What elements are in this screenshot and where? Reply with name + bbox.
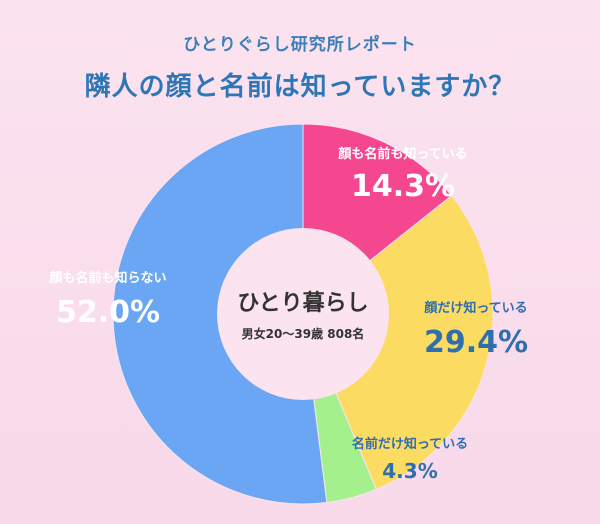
pie-slice <box>302 194 494 490</box>
slice-category-label: 顔だけ知っている <box>423 300 527 316</box>
slice-category-label: 顔も名前も知らない <box>48 270 166 286</box>
slice-category-label: 顔も名前も知っている <box>337 146 467 162</box>
report-subtitle: ひとりぐらし研究所レポート <box>183 35 417 55</box>
slice-category-label: 名前だけ知っている <box>352 436 468 452</box>
center-sublabel: 男女20〜39歳 808名 <box>242 326 365 341</box>
donut-hole <box>217 228 389 400</box>
center-label: ひとり暮らし <box>237 291 368 316</box>
slice-value-label: 4.3% <box>382 459 437 483</box>
slice-labels: 顔も名前も知っている 14.3% 顔だけ知っている 29.4% 名前だけ知っている 4.3… <box>48 146 528 483</box>
slice-value-label: 14.3% <box>351 169 455 204</box>
chart-title: 隣人の顔と名前は知っていますか？ <box>84 72 516 102</box>
slice-value-label: 29.4% <box>424 325 528 360</box>
slice-value-label: 52.0% <box>56 295 160 330</box>
